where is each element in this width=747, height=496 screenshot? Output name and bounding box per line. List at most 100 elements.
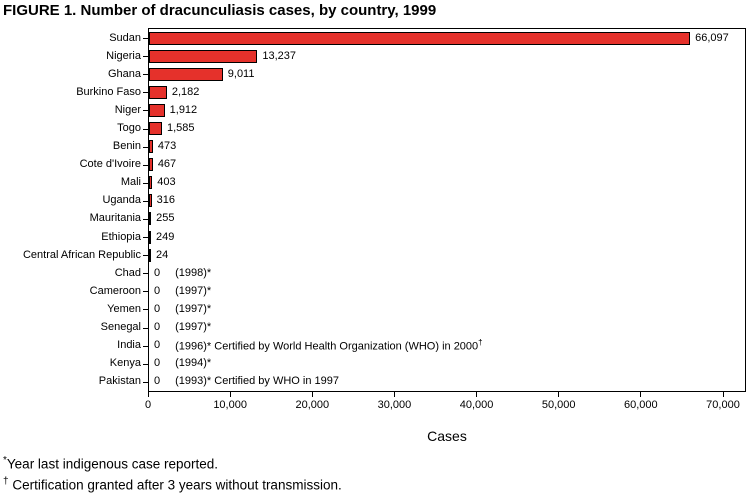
bar: [149, 194, 152, 208]
chart-row: Pakistan 0 (1993)* Certified by WHO in 199…: [99, 373, 745, 391]
footnotes: *Year last indigenous case reported. † C…: [3, 452, 342, 493]
value-label: 1,585: [166, 122, 195, 135]
y-tick: [143, 363, 149, 365]
bar-chart: Sudan 66,097 Nigeria 13,237 Ghana 9,011 Burkin…: [0, 28, 747, 444]
chart-row: Chad 0 (1998)*: [115, 264, 745, 282]
x-tick-label: 40,000: [459, 399, 494, 411]
bar-track: 249: [149, 228, 745, 246]
value-label: 249: [156, 230, 175, 243]
bar-track: 13,237: [149, 47, 745, 65]
footnote-certification: † Certification granted after 3 years wi…: [3, 473, 342, 494]
chart-row: Mauritania 255: [90, 210, 745, 228]
x-tick-mark: [476, 392, 478, 397]
chart-row: Yemen 0 (1997)*: [107, 300, 745, 318]
category-label: Yemen: [107, 302, 141, 315]
bar: [149, 67, 223, 81]
bar-annotation: (1998)*: [175, 266, 212, 279]
y-tick: [143, 74, 149, 76]
x-tick-mark: [640, 392, 642, 397]
chart-rows: Sudan 66,097 Nigeria 13,237 Ghana 9,011 Burkin…: [23, 29, 745, 391]
value-label: 0: [154, 339, 161, 352]
value-label: 0: [154, 266, 161, 279]
category-label: Benin: [112, 140, 141, 153]
chart-row: Cameroon 0 (1997)*: [90, 282, 745, 300]
value-label: 0: [154, 321, 161, 334]
y-tick: [143, 309, 149, 311]
category-label: Mali: [120, 176, 141, 189]
bar: [149, 85, 167, 99]
bar-annotation: (1996)* Certified by World Health Organi…: [175, 337, 483, 353]
bar-track: 0 (1997)*: [149, 300, 745, 318]
bar: [149, 230, 152, 244]
value-label: 1,912: [169, 103, 198, 116]
x-axis: 0 10,000 20,000 30,000 40,000 50,000 60,000 70,…: [144, 392, 746, 416]
y-tick: [143, 255, 149, 257]
x-tick-label: 30,000: [377, 399, 412, 411]
y-tick: [143, 218, 149, 220]
chart-row: Uganda 316: [102, 192, 745, 210]
y-tick: [143, 182, 149, 184]
x-tick-label: 20,000: [295, 399, 330, 411]
value-label: 473: [157, 140, 177, 153]
bar-track: 255: [149, 210, 745, 228]
x-tick-mark: [147, 392, 149, 397]
y-tick: [143, 381, 149, 383]
bar-track: 0 (1997)*: [149, 282, 745, 300]
category-label: Kenya: [109, 357, 141, 370]
x-tick-label: 50,000: [541, 399, 576, 411]
value-label: 13,237: [262, 49, 297, 62]
bar-track: 0 (1994)*: [149, 355, 745, 373]
value-label: 403: [157, 176, 176, 189]
y-tick: [143, 110, 149, 112]
y-tick: [143, 291, 149, 293]
value-label: 467: [157, 158, 177, 171]
value-label: 24: [156, 248, 169, 261]
category-label: Senegal: [100, 321, 141, 334]
plot-area: Sudan 66,097 Nigeria 13,237 Ghana 9,011 Burkin…: [23, 28, 746, 392]
value-label: 0: [154, 302, 161, 315]
chart-row: Ethiopia 249: [101, 228, 745, 246]
category-label: Central African Republic: [22, 248, 141, 261]
bar-annotation: (1997)*: [175, 302, 212, 315]
x-tick-mark: [393, 392, 395, 397]
bar-annotation: (1994)*: [175, 357, 212, 370]
value-label: 66,097: [695, 31, 729, 44]
x-axis-title: Cases: [427, 428, 467, 444]
bar-annotation: (1997)*: [175, 321, 212, 334]
category-label: India: [117, 339, 141, 352]
bar-track: 403: [149, 174, 745, 192]
value-label: 2,182: [171, 85, 200, 98]
footnote-last-case: *Year last indigenous case reported.: [3, 452, 342, 473]
category-label: Ethiopia: [101, 230, 141, 243]
chart-row: India 0 (1996)* Certified by World Health …: [117, 337, 745, 355]
bar-track: 1,585: [149, 119, 745, 137]
bar: [149, 122, 162, 136]
value-label: 0: [154, 375, 161, 388]
bar-track: 316: [149, 192, 745, 210]
x-tick-mark: [311, 392, 313, 397]
category-label: Cameroon: [89, 284, 141, 297]
footnote-asterisk-text: Year last indigenous case reported.: [6, 456, 219, 472]
bar: [149, 103, 165, 117]
x-tick-mark: [558, 392, 560, 397]
chart-row: Niger 1,912: [115, 101, 745, 119]
bar-track: 0 (1997)*: [149, 319, 745, 337]
y-tick: [143, 128, 149, 130]
y-tick: [143, 164, 149, 166]
y-tick: [143, 273, 149, 275]
category-label: Mauritania: [89, 212, 141, 225]
bar: [149, 158, 153, 172]
chart-row: Central African Republic 24: [23, 246, 745, 264]
category-label: Nigeria: [106, 49, 141, 62]
chart-row: Ghana 9,011: [108, 65, 745, 83]
value-label: 0: [154, 357, 161, 370]
x-tick-label: 0: [144, 399, 152, 411]
bar-track: 24: [149, 246, 745, 264]
bar-track: 2,182: [149, 83, 745, 101]
bar: [149, 31, 691, 45]
y-tick: [143, 146, 149, 148]
category-label: Cote d'Ivoire: [79, 158, 141, 171]
bar-track: 9,011: [149, 65, 745, 83]
y-tick: [143, 345, 149, 347]
